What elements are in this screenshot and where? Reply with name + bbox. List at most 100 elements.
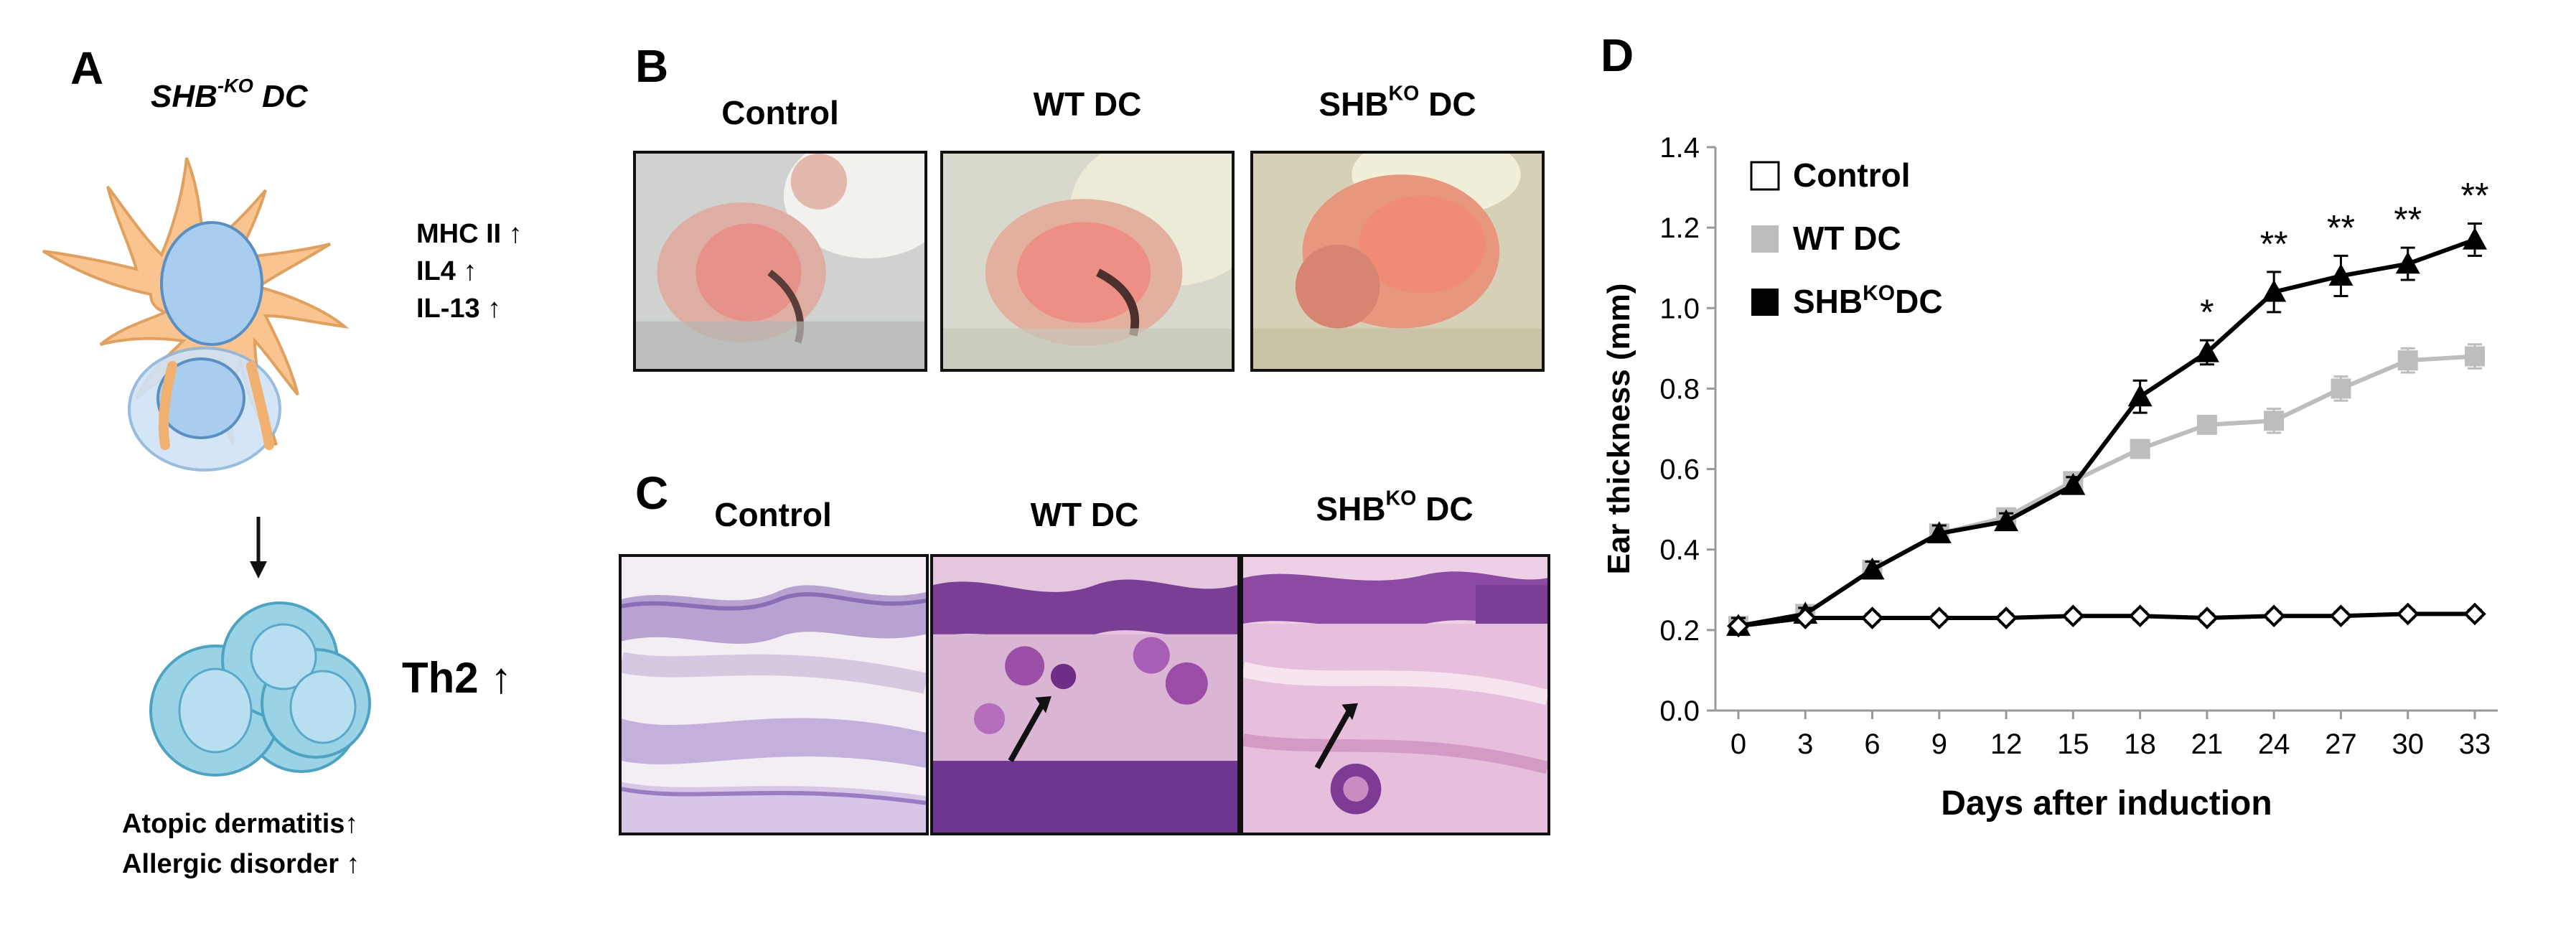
- data-point-control: [1860, 606, 1884, 629]
- data-point-control: [1927, 606, 1951, 629]
- panel-a-letter: A: [70, 42, 104, 94]
- data-point-wt-dc: [2465, 346, 2485, 367]
- legend-swatch: [1751, 225, 1779, 253]
- x-tick-label: 3: [1797, 728, 1813, 760]
- dc-nucleus: [160, 221, 263, 346]
- ear-thickness-chart: 0.0 0.2 0.4 0.6 0.8 1.0 1.2 1.4 0 3 6 9 12 15 18 21 24 2…: [1601, 132, 2498, 822]
- ear-photo-control: [633, 151, 927, 372]
- data-point-wt-dc: [2264, 411, 2285, 431]
- histology-shbko-dc: [1240, 554, 1550, 835]
- y-tick-label: 1.0: [1659, 293, 1700, 324]
- outcome-list: Atopic dermatitis↑ Allergic disorder ↑: [122, 804, 360, 884]
- x-tick-label: 9: [1931, 728, 1947, 760]
- legend-swatch: [1751, 289, 1779, 316]
- marker-mhc2: MHC II ↑: [416, 219, 523, 249]
- data-point-wt-dc: [2130, 439, 2150, 459]
- panel-c-caption-wt: WT DC: [1030, 496, 1139, 533]
- x-tick-label: 15: [2057, 728, 2089, 760]
- marker-il13: IL-13 ↑: [416, 294, 502, 324]
- y-tick-label: 1.2: [1659, 212, 1700, 244]
- data-point-shbko-dc: [2061, 473, 2086, 495]
- y-tick-label: 0.0: [1659, 695, 1700, 727]
- outcome-atopic-dermatitis: Atopic dermatitis↑: [122, 809, 359, 839]
- y-tick-label: 0.8: [1659, 373, 1700, 405]
- data-point-control: [2262, 604, 2286, 628]
- significance-mark: **: [2461, 176, 2489, 216]
- series-layer: [1726, 222, 2487, 638]
- data-point-wt-dc: [2196, 414, 2217, 435]
- data-point-control: [2463, 602, 2486, 626]
- panel-a: A SHB-KO DC MHC II ↑ IL4 ↑ IL-13 ↑ Th2 ↑: [0, 0, 617, 928]
- data-point-shbko-dc: [2262, 279, 2287, 302]
- ear-photo-shbko-dc: [1250, 151, 1545, 372]
- panel-b-caption-control: Control: [721, 94, 839, 131]
- x-axis-label: Days after induction: [1941, 784, 2272, 822]
- series-line: [1738, 611, 2475, 629]
- x-tick-label: 21: [2191, 728, 2224, 760]
- dc-dendrite-overlap: [159, 361, 274, 450]
- y-tick-label: 0.6: [1659, 454, 1700, 486]
- x-tick-label: 33: [2459, 728, 2491, 760]
- data-point-shbko-dc: [1926, 521, 1952, 543]
- down-arrow-icon: [250, 517, 267, 578]
- x-tick-label: 18: [2124, 728, 2156, 760]
- data-point-control: [2329, 604, 2353, 628]
- outcome-allergic-disorder: Allergic disorder ↑: [122, 849, 360, 879]
- th2-cell-cluster: [149, 601, 371, 777]
- y-axis-ticks: 0.0 0.2 0.4 0.6 0.8 1.0 1.2 1.4: [1659, 132, 1715, 727]
- panel-c-caption-shbko: SHBKO DC: [1316, 487, 1474, 528]
- significance-mark: **: [2260, 224, 2288, 264]
- data-point-shbko-dc: [2463, 227, 2487, 250]
- x-tick-label: 24: [2258, 728, 2290, 760]
- legend-label: SHBKODC: [1793, 281, 1943, 320]
- y-tick-label: 0.2: [1659, 615, 1700, 647]
- histology-wt-dc: [930, 554, 1240, 835]
- data-point-shbko-dc: [2194, 339, 2219, 362]
- data-point-wt-dc: [2331, 378, 2351, 399]
- x-axis-ticks: 0 3 6 9 12 15 18 21 24 27 30 33: [1730, 711, 2491, 760]
- panel-c-letter: C: [635, 467, 669, 519]
- data-point-control: [2196, 606, 2219, 629]
- data-point-control: [1794, 606, 1817, 629]
- significance-mark: *: [2200, 292, 2214, 332]
- dc-label: SHB-KO DC: [151, 74, 308, 114]
- marker-list: MHC II ↑ IL4 ↑ IL-13 ↑: [416, 215, 523, 327]
- legend-label: Control: [1793, 156, 1911, 194]
- panel-c-caption-control: Control: [714, 496, 832, 533]
- legend-label: WT DC: [1793, 220, 1901, 257]
- panel-d-letter: D: [1601, 29, 1634, 81]
- panel-b-caption-shbko: SHBKO DC: [1319, 82, 1476, 123]
- series-line: [1738, 238, 2476, 629]
- chart-legend: Control WT DC SHBKODC: [1750, 156, 1943, 320]
- y-axis-label: Ear thickness (mm): [1601, 283, 1636, 575]
- marker-il4: IL4 ↑: [416, 256, 477, 286]
- legend-swatch-control: [1750, 161, 1780, 191]
- data-point-shbko-dc: [1994, 509, 2019, 532]
- significance-mark: **: [2327, 207, 2355, 248]
- y-tick-label: 0.4: [1659, 535, 1700, 566]
- x-tick-label: 27: [2325, 728, 2357, 760]
- panel-b-letter: B: [635, 40, 669, 92]
- x-tick-label: 6: [1864, 728, 1880, 760]
- data-point-shbko-dc: [2395, 251, 2420, 274]
- data-point-control: [1727, 614, 1750, 638]
- y-tick-label: 1.4: [1659, 132, 1700, 164]
- panel-b-caption-wt: WT DC: [1033, 85, 1142, 123]
- x-tick-label: 30: [2392, 728, 2424, 760]
- x-tick-label: 12: [1990, 728, 2023, 760]
- data-point-control: [2396, 602, 2420, 626]
- data-point-control: [2061, 604, 2085, 628]
- data-point-shbko-dc: [1860, 557, 1885, 580]
- series-0: [1727, 602, 2486, 638]
- th2-label: Th2 ↑: [402, 654, 512, 702]
- significance-annotations: *** ** ****: [2200, 176, 2488, 333]
- data-point-shbko-dc: [2127, 384, 2153, 407]
- significance-mark: **: [2394, 200, 2422, 240]
- t-cell-nucleus: [156, 357, 245, 439]
- histology-control: [619, 554, 929, 835]
- ear-photo-wt-dc: [940, 151, 1235, 372]
- dendritic-cell-illustration: [42, 157, 350, 472]
- x-tick-label: 0: [1730, 728, 1746, 760]
- data-point-control: [2128, 604, 2152, 628]
- data-point-control: [1995, 606, 2018, 629]
